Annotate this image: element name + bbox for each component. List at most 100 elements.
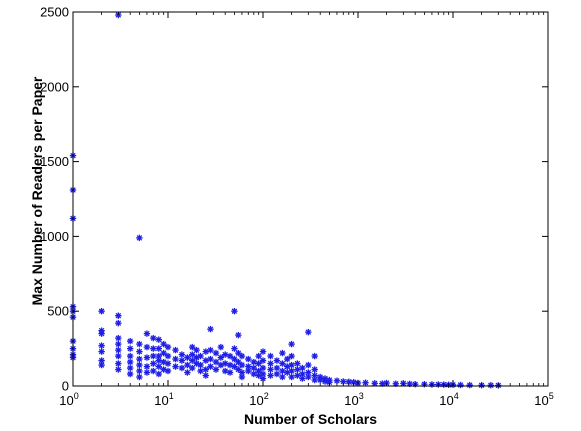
data-point [115,312,122,319]
data-point [231,355,238,363]
y-axis-label: Max Number of Readers per Paper [29,76,45,305]
data-point [212,366,220,373]
data-point [136,340,143,348]
data-point [273,364,281,372]
data-point [279,373,286,381]
data-point [231,345,238,352]
data-point [316,376,324,384]
data-point [164,367,172,375]
plot-frame [72,11,549,387]
data-point [126,352,134,360]
x-tick-label: 105 [534,391,553,408]
data-point [98,330,105,337]
x-tick-base: 10 [154,393,168,408]
data-point [126,370,134,378]
data-point [160,349,167,357]
data-point [202,357,210,364]
data-point [143,363,151,370]
data-point [267,366,274,373]
data-point [279,360,286,367]
data-point [178,351,186,358]
data-point [126,345,134,352]
data-point [279,349,286,357]
data-point [98,342,105,349]
x-tick-exponent: 0 [74,391,79,401]
data-point [155,336,162,343]
data-point [126,358,134,366]
data-point [250,364,257,372]
data-point [238,361,246,369]
data-point [160,340,167,348]
data-point [115,360,122,367]
data-point [235,331,242,339]
data-point [136,234,143,242]
data-point [212,358,220,366]
y-tick-label: 1500 [40,154,69,169]
data-point [299,364,306,372]
data-point [184,361,191,369]
data-point [193,346,200,354]
data-point [362,379,369,386]
data-point [189,364,196,372]
data-point [259,364,267,372]
y-tick-label: 2000 [40,79,69,94]
x-tick-label: 101 [154,391,173,408]
data-point [150,334,157,342]
data-point [115,346,122,354]
data-point [267,360,274,367]
data-point [98,348,105,355]
data-point [189,343,196,351]
x-axis-label: Number of Scholars [244,411,377,427]
x-tick-exponent: 3 [359,391,364,401]
data-point [238,373,246,381]
data-point [189,351,196,358]
data-point [294,360,301,367]
data-point [136,373,143,381]
data-point [238,352,246,360]
data-point [284,355,291,363]
x-tick-exponent: 2 [264,391,269,401]
y-tick-label: 2500 [40,5,69,20]
data-point [115,352,122,360]
data-point [172,363,179,370]
data-point [457,381,464,389]
x-tick-base: 10 [59,393,73,408]
data-point [197,361,204,369]
data-point [197,367,204,375]
data-point [217,354,225,361]
data-point [202,366,210,373]
data-point [184,354,191,361]
data-point [202,348,210,355]
data-point [311,352,318,360]
data-point [371,380,378,387]
data-point [172,355,179,363]
data-point [184,369,191,376]
data-point [136,367,143,375]
data-point [288,361,295,369]
x-tick-label: 103 [344,391,363,408]
data-point [305,361,312,369]
data-point [311,366,318,373]
data-point [221,367,229,375]
data-point [155,363,162,370]
data-point [150,367,157,375]
data-point [466,381,473,389]
x-tick-exponent: 4 [454,391,459,401]
data-point [212,349,220,357]
data-point [150,352,157,360]
data-point [299,375,306,382]
data-point [143,343,151,351]
data-point [126,364,134,372]
data-point [98,308,105,315]
x-tick-label: 100 [59,391,78,408]
data-point [136,348,143,355]
data-point [333,377,341,384]
x-tick-label: 104 [439,391,458,408]
data-point [255,352,262,360]
data-point [115,334,122,342]
y-tick-label: 1000 [40,229,69,244]
data-point [259,348,267,355]
data-point [288,340,295,348]
data-point [255,360,262,367]
